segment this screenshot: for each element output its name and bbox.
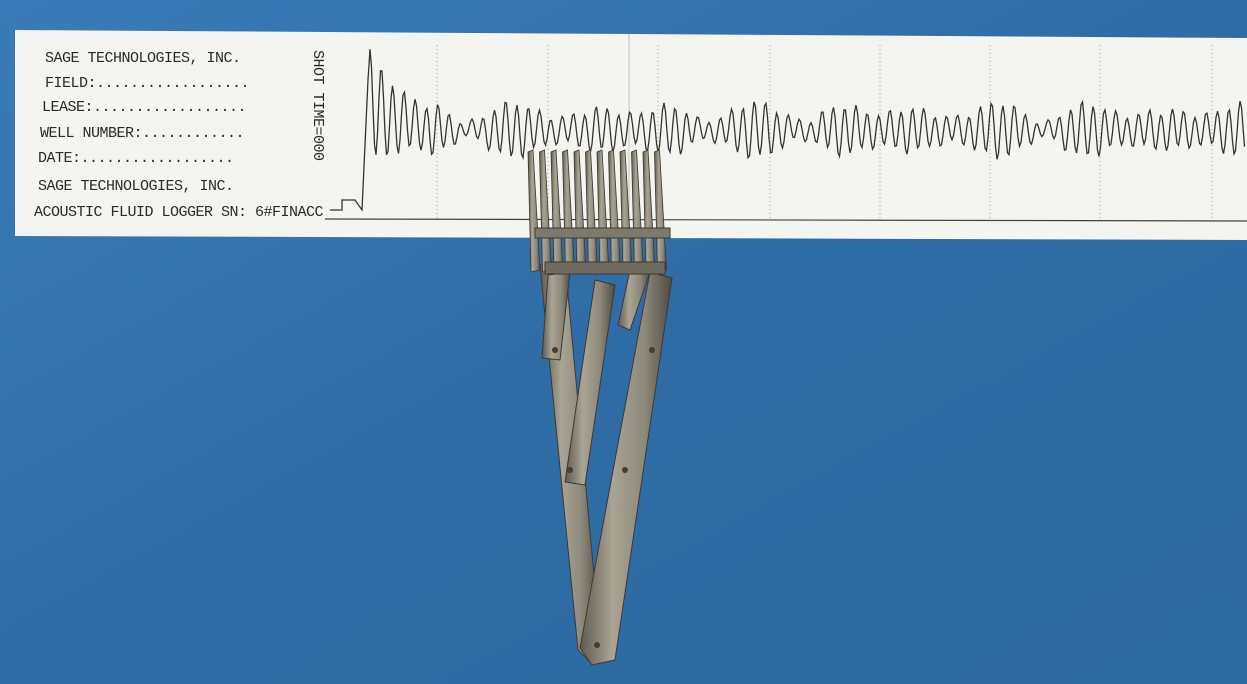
header-line: SAGE TECHNOLOGIES, INC. [45, 50, 241, 67]
header-line: LEASE:.................. [42, 99, 246, 116]
header-line: DATE:.................. [38, 150, 234, 167]
header-line: SAGE TECHNOLOGIES, INC. [38, 178, 234, 195]
header-line: FIELD:.................. [45, 75, 249, 92]
header-line: WELL NUMBER:............ [40, 125, 244, 142]
photo: SAGE TECHNOLOGIES, INC. FIELD:..........… [0, 0, 1247, 684]
vertical-label: SHOT TIME=000 [309, 50, 326, 161]
header-line: ACOUSTIC FLUID LOGGER SN: 6#FINACC [34, 204, 324, 221]
